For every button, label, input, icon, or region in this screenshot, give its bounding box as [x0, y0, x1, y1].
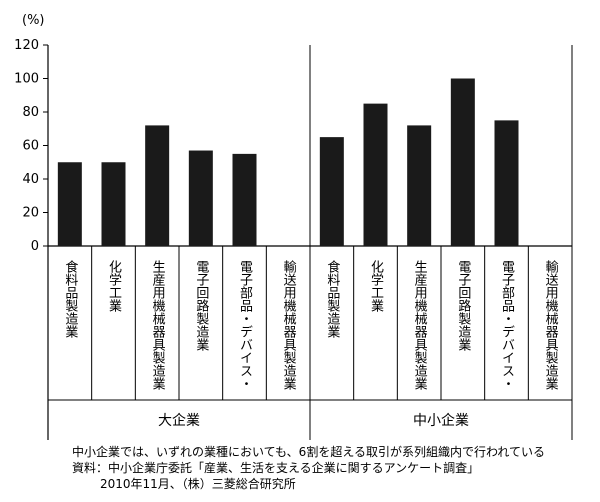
note-summary: 中小企業では、いずれの業種においても、6割を超える取引が系列組織内で行われている [72, 445, 545, 459]
category-label: 化学工業 [368, 260, 384, 312]
bar [363, 103, 388, 246]
bars [57, 78, 519, 246]
category-label: 電子部品・デバイス・ [237, 260, 253, 390]
bar [188, 150, 213, 246]
bar-chart: (%) 0 20 40 60 80 100 120 食料品製造業 化学工業 生産用機械器具製造業… [14, 13, 573, 440]
category-label: 食料品製造業 [324, 259, 340, 338]
y-tick-label: 40 [22, 172, 39, 187]
category-label: 輸送用機械器具製造業 [543, 260, 559, 390]
group-label: 大企業 [158, 412, 200, 429]
category-labels: 食料品製造業 化学工業 生産用機械器具製造業 電子回路製造業 電子部品・デバイス・ 輸送用… [62, 259, 558, 390]
y-axis-unit: (%) [22, 13, 45, 28]
category-label: 食料品製造業 [62, 259, 78, 338]
group-labels: 大企業 中小企業 [158, 412, 469, 429]
bar [494, 120, 519, 246]
category-label: 電子回路製造業 [455, 260, 471, 351]
category-label: 化学工業 [106, 260, 122, 312]
category-label: 生産用機械器具製造業 [412, 260, 428, 390]
category-label: 生産用機械器具製造業 [150, 260, 166, 390]
y-tick-label: 120 [14, 38, 39, 53]
note-source: 資料：中小企業庁委託「産業、生活を支える企業に関するアンケート調査」 [72, 461, 480, 475]
note-source-date: 2010年11月、（株）三菱総合研究所 [100, 477, 296, 491]
y-tick-labels: 0 20 40 60 80 100 120 [14, 38, 39, 254]
category-label: 輸送用機械器具製造業 [281, 260, 297, 390]
bar [232, 153, 257, 246]
y-tick-label: 80 [22, 105, 39, 120]
bar [57, 162, 82, 246]
bar [145, 125, 170, 246]
group-label: 中小企業 [413, 412, 469, 429]
bar [407, 125, 432, 246]
category-label: 電子回路製造業 [193, 260, 209, 351]
y-tick-label: 0 [31, 239, 39, 254]
bar [101, 162, 126, 246]
category-label: 電子部品・デバイス・ [499, 260, 515, 390]
bar [319, 137, 344, 246]
y-tick-label: 100 [14, 72, 39, 87]
chart-axes [43, 44, 573, 440]
bar [450, 78, 475, 246]
y-tick-label: 60 [22, 139, 39, 154]
y-tick-label: 20 [22, 206, 39, 221]
